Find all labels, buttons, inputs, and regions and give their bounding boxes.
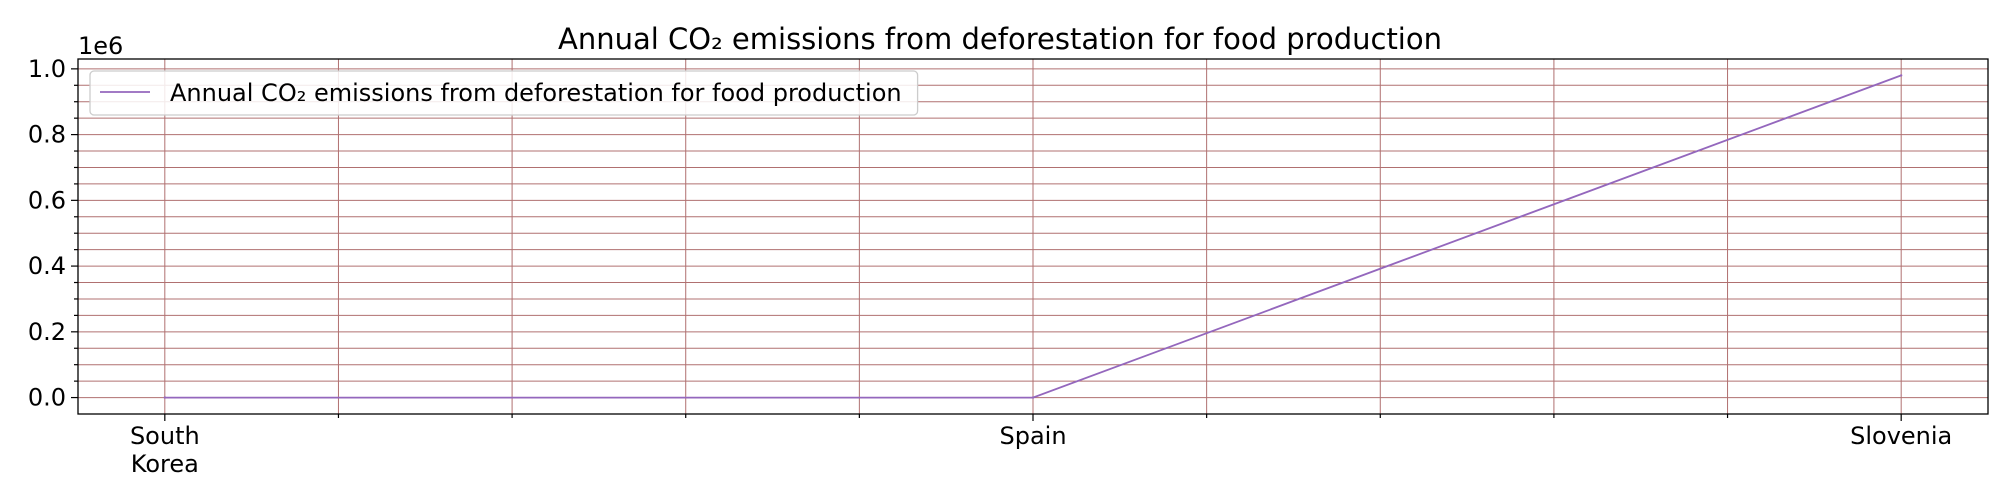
legend-box: [89, 70, 919, 116]
y-tick-label: 0.4: [28, 252, 66, 280]
series-layer: [163, 74, 1903, 399]
legend-label: Annual CO₂ emissions from deforestation …: [170, 79, 902, 107]
y-tick-label: 1.0: [28, 55, 66, 83]
x-tick-label: Spain: [999, 422, 1066, 450]
x-tick-label-line: South: [130, 422, 200, 450]
chart-title: Annual CO₂ emissions from deforestation …: [558, 22, 1442, 56]
data-point: [163, 396, 167, 399]
data-point: [1899, 74, 1903, 77]
y-tick-label: 0.0: [28, 384, 66, 412]
x-tick-label: South Korea: [130, 422, 200, 478]
data-point: [1031, 396, 1035, 399]
x-tick-label: Slovenia: [1850, 422, 1952, 450]
x-tick-label-line: Korea: [131, 450, 199, 478]
axes: 0.0 0.2 0.4 0.6 0.8 1.0 South Korea Spain Sloveni…: [28, 55, 1952, 478]
legend: Annual CO₂ emissions from deforestation …: [89, 70, 919, 116]
y-tick-label: 0.8: [28, 121, 66, 149]
y-axis-offset-label: 1e6: [78, 32, 123, 60]
y-tick-label: 0.2: [28, 318, 66, 346]
y-tick-label: 0.6: [28, 186, 66, 214]
